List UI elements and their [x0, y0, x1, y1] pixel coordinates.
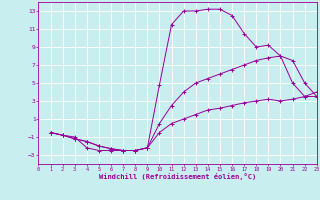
- X-axis label: Windchill (Refroidissement éolien,°C): Windchill (Refroidissement éolien,°C): [99, 173, 256, 180]
